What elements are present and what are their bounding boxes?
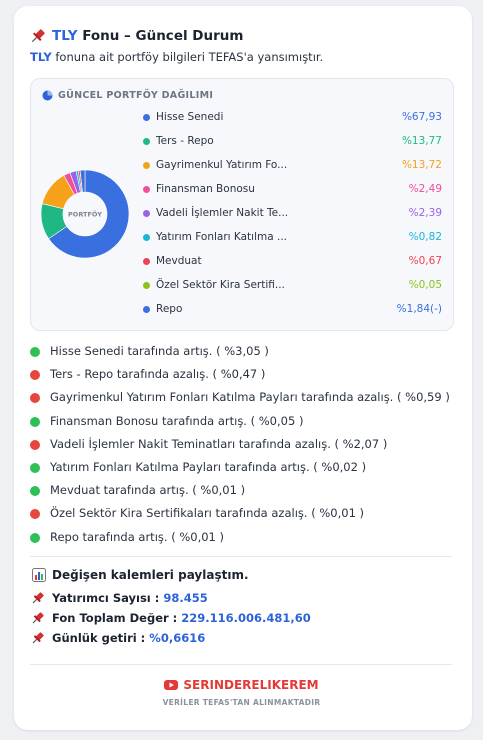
title-text: Fonu – Güncel Durum bbox=[82, 28, 244, 44]
legend-label: Repo bbox=[156, 303, 183, 315]
value-label: %0,82 bbox=[408, 231, 442, 243]
stat-label: Günlük getiri : bbox=[52, 631, 146, 645]
footer-note: VERİLER TEFAS'TAN ALINMAKTADIR bbox=[162, 698, 321, 707]
fund-code: TLY bbox=[52, 28, 78, 44]
value-label: %0,05 bbox=[408, 279, 442, 291]
status-dot bbox=[30, 463, 40, 473]
value-label: %1,84(-) bbox=[396, 303, 442, 315]
portfolio-box bbox=[30, 78, 454, 331]
legend-label: Finansman Bonosu bbox=[156, 183, 255, 195]
pin-icon bbox=[32, 592, 44, 604]
subtitle-text: fonuna ait portföy bilgileri TEFAS'a yan… bbox=[55, 50, 324, 64]
pin-shape bbox=[32, 592, 44, 604]
legend-label: Vadeli İşlemler Nakit Te... bbox=[156, 207, 289, 219]
legend-label: Hisse Senedi bbox=[156, 111, 224, 123]
stat-row: Günlük getiri : %0,6616 bbox=[52, 631, 205, 645]
legend-label: Gayrimenkul Yatırım Fo... bbox=[156, 159, 288, 171]
pie-icon bbox=[42, 90, 53, 101]
pin-shape bbox=[32, 619, 37, 624]
status-dot bbox=[30, 486, 40, 497]
share-title: Değişen kalemleri paylaştım. bbox=[52, 568, 249, 582]
footer-channel: SERINDERELIKEREM bbox=[0, 678, 483, 692]
pin-shape bbox=[32, 599, 37, 604]
stat-label: Fon Toplam Değer : bbox=[52, 611, 178, 625]
pin-shape bbox=[33, 635, 41, 643]
change-text: Gayrimenkul Yatırım Fonları Katılma Payl… bbox=[50, 390, 450, 405]
legend-dot bbox=[143, 186, 150, 193]
status-dot bbox=[30, 509, 40, 520]
value-label: %2,49 bbox=[408, 183, 442, 195]
donut-center-label: PORTFÖY bbox=[68, 210, 102, 219]
legend-dot bbox=[143, 258, 150, 265]
status-dot bbox=[30, 347, 40, 357]
pin-shape bbox=[32, 632, 44, 644]
status-dot bbox=[30, 532, 40, 543]
pin-icon bbox=[31, 29, 45, 43]
value-label: %67,93 bbox=[401, 111, 442, 123]
chart-title: GÜNCEL PORTFÖY DAĞILIMI bbox=[58, 90, 214, 101]
legend-label: Mevduat bbox=[156, 255, 202, 267]
chart-icon bbox=[32, 568, 46, 582]
divider bbox=[30, 664, 452, 665]
legend-label: Yatırım Fonları Katılma ... bbox=[156, 231, 288, 243]
divider bbox=[30, 556, 452, 557]
legend-dot bbox=[143, 282, 150, 289]
stat-value: 98.455 bbox=[163, 591, 208, 605]
pin-shape bbox=[32, 612, 44, 624]
legend-dot bbox=[143, 306, 150, 313]
legend-label: Özel Sektör Kira Sertifi... bbox=[156, 279, 285, 291]
pin-shape bbox=[33, 615, 41, 623]
status-dot bbox=[30, 370, 40, 381]
donut-slice bbox=[48, 169, 130, 259]
change-text: Finansman Bonosu tarafında artış. ( %0,0… bbox=[50, 413, 304, 428]
stat-value: %0,6616 bbox=[149, 631, 206, 645]
status-dot bbox=[30, 439, 40, 450]
stat-value: 229.116.006.481,60 bbox=[181, 611, 311, 625]
legend-dot bbox=[143, 114, 150, 121]
stat-row: Yatırımcı Sayısı : 98.455 bbox=[52, 591, 208, 605]
change-text: Özel Sektör Kira Sertifikaları tarafında… bbox=[50, 506, 365, 521]
status-dot bbox=[30, 416, 40, 427]
change-text: Hisse Senedi tarafında artış. ( %3,05 ) bbox=[50, 344, 269, 358]
subtitle: TLY fonuna ait portföy bilgileri TEFAS'a… bbox=[30, 50, 323, 64]
value-label: %13,77 bbox=[401, 135, 442, 147]
value-label: %0,67 bbox=[408, 255, 442, 267]
change-text: Repo tarafında artış. ( %0,01 ) bbox=[50, 529, 225, 544]
pin-icon bbox=[32, 612, 44, 624]
stat-label: Yatırımcı Sayısı : bbox=[52, 591, 160, 605]
change-text: Mevduat tarafında artış. ( %0,01 ) bbox=[50, 483, 246, 498]
stat-row: Fon Toplam Değer : 229.116.006.481,60 bbox=[52, 611, 311, 625]
status-dot bbox=[30, 393, 40, 404]
change-text: Ters - Repo tarafında azalış. ( %0,47 ) bbox=[50, 367, 266, 382]
value-label: %13,72 bbox=[401, 159, 442, 171]
legend-dot bbox=[143, 234, 150, 241]
change-text: Yatırım Fonları Katılma Payları tarafınd… bbox=[50, 460, 367, 474]
donut-slice bbox=[79, 169, 86, 193]
donut-chart: PORTFÖY bbox=[40, 169, 130, 259]
legend-dot bbox=[143, 210, 150, 217]
youtube-icon bbox=[164, 680, 179, 690]
fund-code: TLY bbox=[30, 50, 52, 64]
value-label: %2,39 bbox=[408, 207, 442, 219]
legend-label: Ters - Repo bbox=[156, 135, 214, 147]
pin-icon bbox=[32, 632, 44, 644]
legend-dot bbox=[143, 162, 150, 169]
title: TLY Fonu – Güncel Durum bbox=[52, 28, 243, 44]
pin-shape bbox=[32, 639, 37, 644]
legend-dot bbox=[143, 138, 150, 145]
change-text: Vadeli İşlemler Nakit Teminatları tarafı… bbox=[50, 436, 388, 451]
channel-name: SERINDERELIKEREM bbox=[183, 678, 319, 692]
pin-shape bbox=[33, 595, 41, 603]
